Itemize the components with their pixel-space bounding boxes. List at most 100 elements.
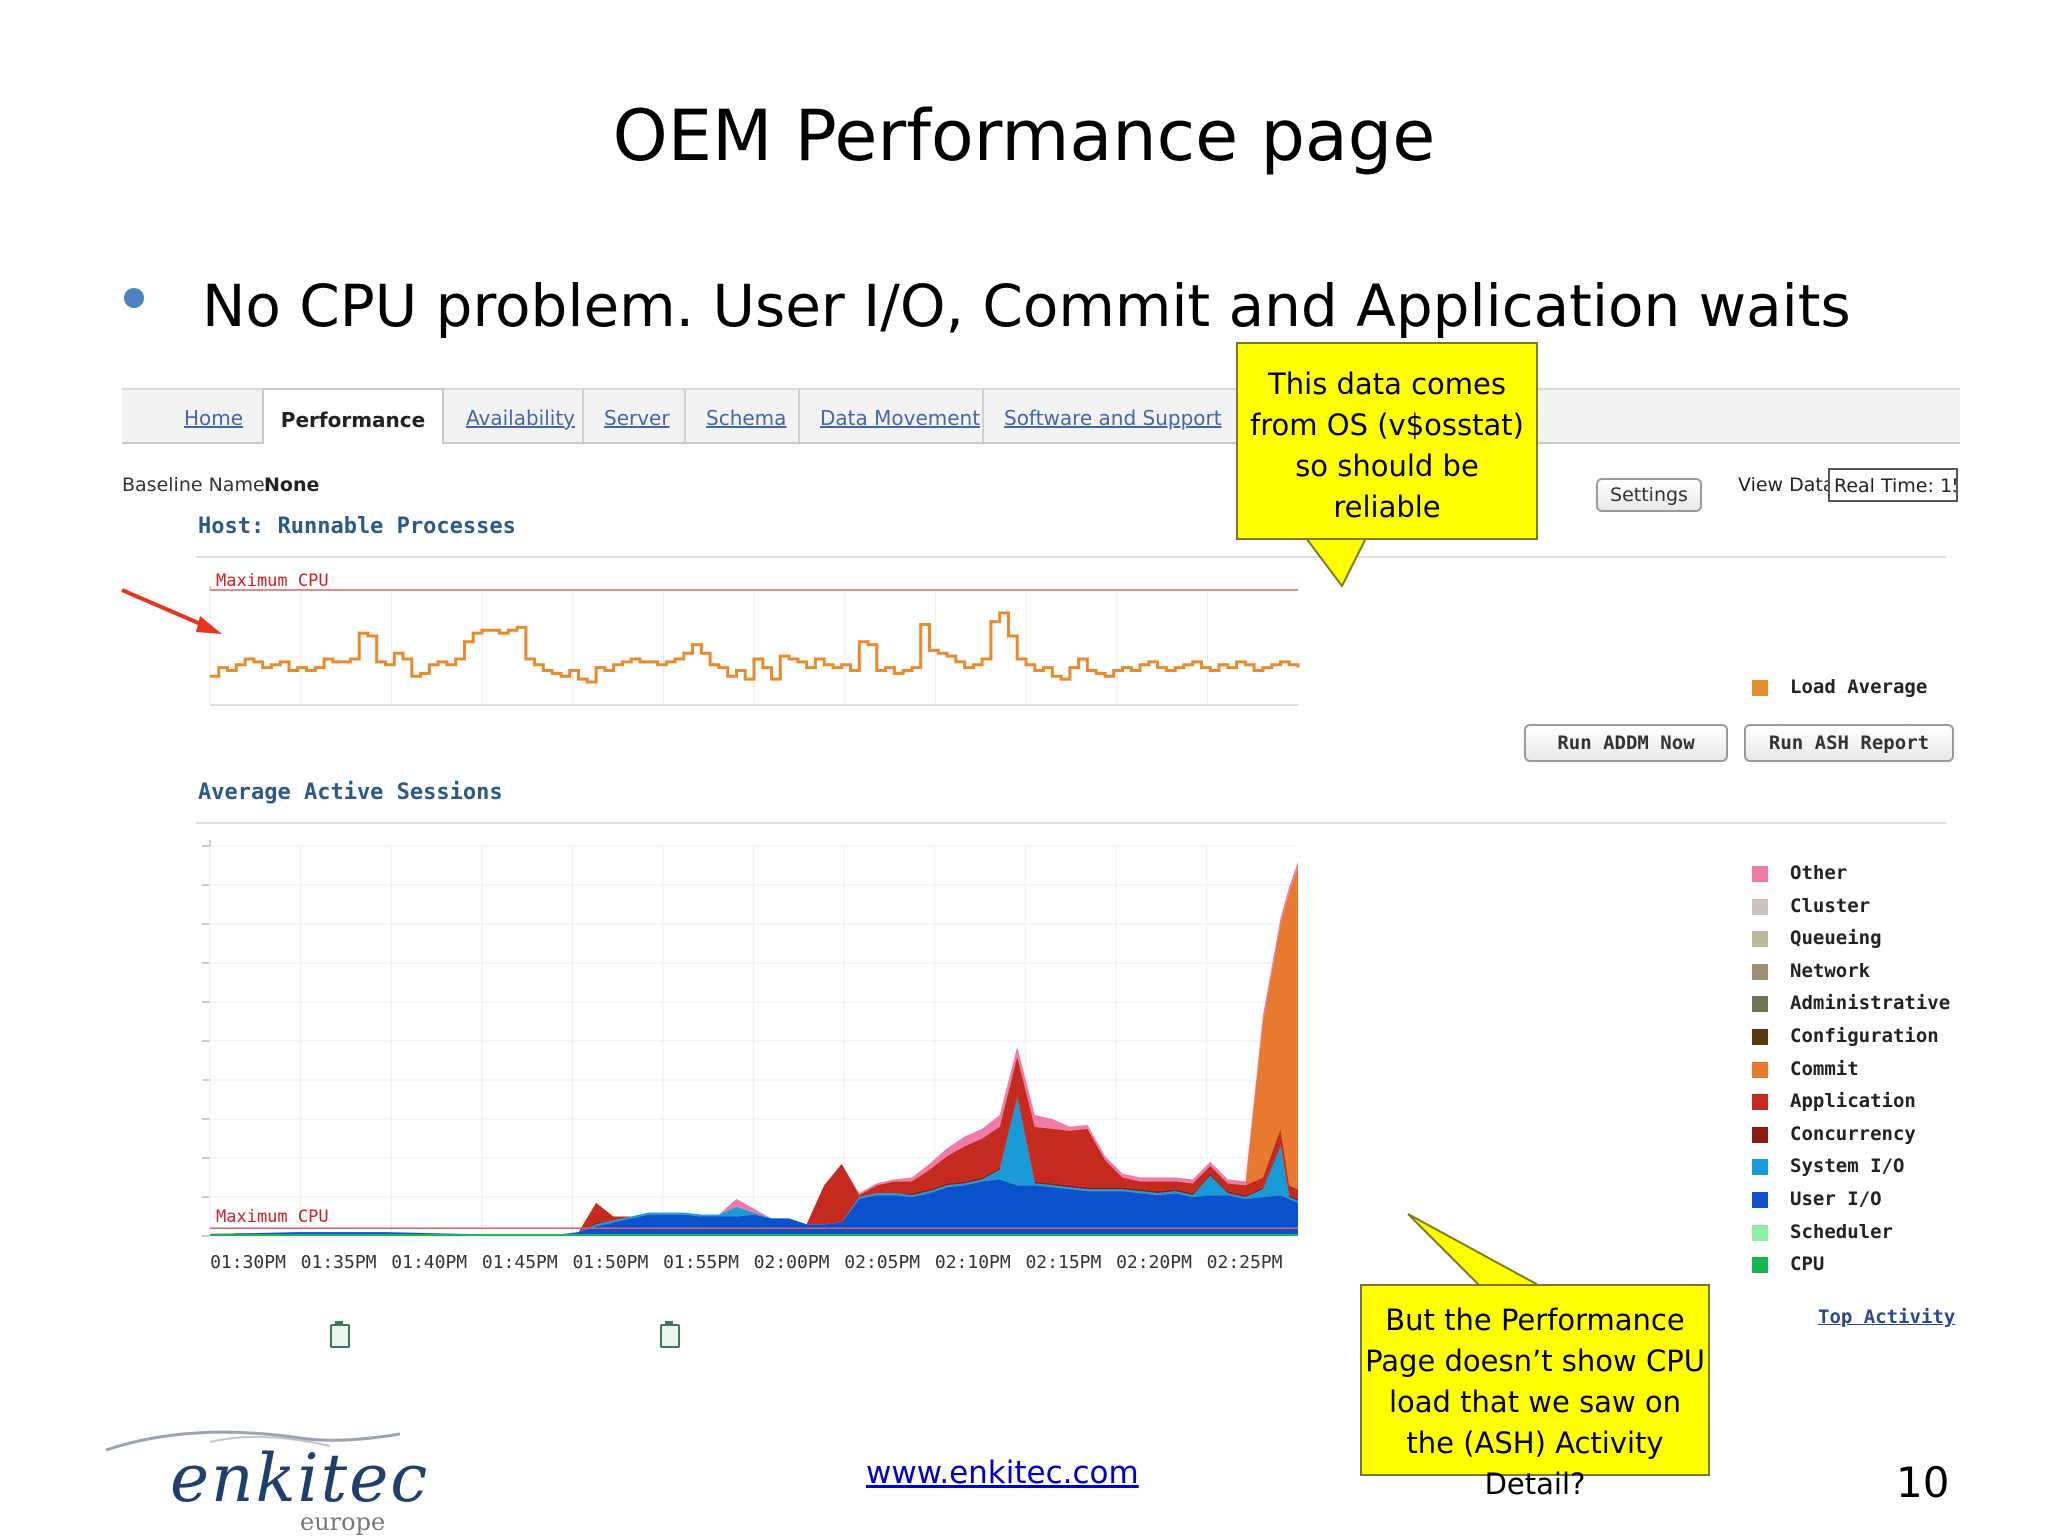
legend-swatch [1752, 931, 1768, 948]
legend-label: Commit [1790, 1057, 1859, 1080]
aas-x-tick-label: 01:40PM [391, 1252, 467, 1273]
view-data-value: Real Time: 15 S [1834, 475, 1956, 497]
baseline-name-label: Baseline Name [122, 474, 265, 496]
aas-x-tick-label: 02:15PM [1025, 1252, 1101, 1273]
host-x-tick-label: 02:10PM [936, 719, 1012, 720]
tab-data-movement[interactable]: Data Movement [820, 406, 981, 430]
legend-swatch [1752, 866, 1768, 882]
host-x-tick-label: 02:20PM [1117, 719, 1193, 720]
callout-bottom: But the Performance Page doesn’t show CP… [1360, 1284, 1710, 1501]
host-max-cpu-label: Maximum CPU [216, 571, 329, 591]
clipboard-icon[interactable] [660, 1321, 680, 1348]
legend-swatch [1752, 680, 1768, 696]
legend-swatch [1752, 1224, 1768, 1241]
enkitec-logo: enkitec [170, 1440, 430, 1517]
top-activity-link[interactable]: Top Activity [1818, 1306, 1956, 1328]
host-section-rule [196, 556, 1946, 558]
view-data-label: View Data [1738, 474, 1835, 496]
view-data-select[interactable]: Real Time: 15 S [1828, 468, 1958, 502]
tab-software-and-support[interactable]: Software and Support [1004, 406, 1222, 430]
legend-label: Administrative [1790, 992, 1951, 1015]
host-runnable-processes-chart: 024 01:30PM01:35PM01:40PM01:45PM01:50PM0… [209, 571, 1300, 720]
footer-url-link[interactable]: www.enkitec.com [866, 1455, 1139, 1491]
legend-label: CPU [1790, 1253, 1825, 1276]
oem-tab-bar: Home Performance Availability Server Sch… [122, 388, 1960, 444]
aas-section-rule [196, 822, 1946, 824]
aas-x-tick-label: 02:25PM [1207, 1252, 1283, 1273]
aas-x-tick-label: 02:10PM [935, 1252, 1011, 1273]
legend-swatch [1752, 1061, 1768, 1078]
legend-label: Concurrency [1790, 1122, 1916, 1145]
run-addm-now-button[interactable]: Run ADDM Now [1524, 724, 1728, 762]
host-legend: Load Average [1752, 676, 1952, 700]
run-ash-report-button[interactable]: Run ASH Report [1744, 724, 1954, 762]
legend-swatch [1752, 996, 1768, 1013]
aas-x-tick-label: 01:45PM [482, 1252, 558, 1273]
aas-x-tick-label: 01:50PM [572, 1252, 648, 1273]
legend-swatch [1752, 1257, 1768, 1274]
legend-swatch [1752, 1159, 1768, 1176]
host-section-title: Host: Runnable Processes [198, 514, 516, 539]
callout-top: This data comes from OS (v$osstat) so sh… [1236, 342, 1538, 540]
legend-label: System I/O [1790, 1155, 1905, 1178]
host-chart-x-ticks: 01:30PM 01:35PM 01:40PM 01:45PM 01:50PM 01:55… [210, 719, 1284, 720]
legend-swatch [1752, 1192, 1768, 1208]
host-x-tick-label: 02:00PM [754, 719, 830, 720]
aas-chart-x-ticks: 01:30PM 01:35PM 01:40PM 01:45PM 01:50PM 01:55… [210, 1252, 1283, 1273]
slide-title: OEM Performance page [612, 95, 1436, 177]
aas-x-tick-label: 01:35PM [301, 1252, 377, 1273]
average-active-sessions-chart: 020406080100120140160180200 01:30PM01:35… [202, 840, 1298, 1273]
page-number: 10 [1896, 1458, 1950, 1507]
legend-swatch [1752, 1029, 1768, 1045]
tab-availability[interactable]: Availability [466, 406, 576, 430]
aas-section-title: Average Active Sessions [198, 780, 503, 805]
aas-chart-areas [210, 861, 1298, 1236]
tab-home[interactable]: Home [184, 406, 244, 430]
legend-label: Queueing [1790, 927, 1882, 950]
host-x-tick-label: 02:05PM [845, 719, 921, 720]
tab-performance-label: Performance [280, 408, 426, 432]
tab-performance[interactable]: Performance [262, 388, 444, 444]
aas-area-application [210, 1056, 1298, 1235]
legend-swatch [1752, 1126, 1768, 1143]
aas-x-tick-label: 02:05PM [844, 1252, 920, 1273]
legend-label: Network [1790, 959, 1871, 982]
tab-server[interactable]: Server [604, 406, 670, 430]
aas-max-cpu-label: Maximum CPU [216, 1207, 329, 1227]
red-arrow-annotation [121, 588, 222, 634]
host-x-tick-label: 02:15PM [1026, 719, 1102, 720]
enkitec-logo-sub: europe [300, 1508, 386, 1536]
aas-x-tick-label: 01:30PM [210, 1252, 286, 1273]
legend-label: Cluster [1790, 894, 1871, 917]
legend-swatch [1752, 898, 1768, 915]
host-load-average-line [210, 611, 1300, 684]
legend-label: Configuration [1790, 1025, 1939, 1047]
host-x-tick-label: 01:30PM [210, 719, 286, 720]
aas-x-tick-label: 02:20PM [1116, 1252, 1192, 1273]
aas-area-cpu [210, 1234, 1298, 1236]
legend-label: User I/O [1790, 1188, 1882, 1210]
legend-label: Other [1790, 862, 1848, 884]
aas-area-user-i-o [210, 1179, 1298, 1235]
legend-swatch [1752, 963, 1768, 980]
enkitec-logo-swoosh [105, 1430, 401, 1452]
aas-x-tick-label: 02:00PM [754, 1252, 830, 1273]
legend-label: Load Average [1790, 676, 1928, 698]
bullet-dot [124, 288, 144, 308]
host-x-tick-label: 01:35PM [301, 719, 377, 720]
host-x-tick-label: 01:45PM [482, 719, 558, 720]
tab-schema[interactable]: Schema [706, 406, 787, 430]
legend-swatch [1752, 1094, 1768, 1111]
baseline-name-value: None [264, 474, 320, 496]
aas-legend: Other Cluster Queueing Network Administrativ… [1752, 862, 1952, 1276]
clipboard-icon[interactable] [330, 1321, 350, 1348]
host-x-tick-label: 02:25PM [1208, 719, 1284, 720]
aas-x-tick-label: 01:55PM [663, 1252, 739, 1273]
host-x-tick-label: 01:50PM [573, 719, 649, 720]
host-x-tick-label: 01:40PM [391, 719, 467, 720]
legend-label: Application [1790, 1090, 1916, 1113]
host-chart-grid [209, 586, 1298, 706]
legend-label: Scheduler [1790, 1220, 1893, 1243]
host-x-tick-label: 01:55PM [664, 719, 740, 720]
settings-button[interactable]: Settings [1596, 478, 1702, 512]
